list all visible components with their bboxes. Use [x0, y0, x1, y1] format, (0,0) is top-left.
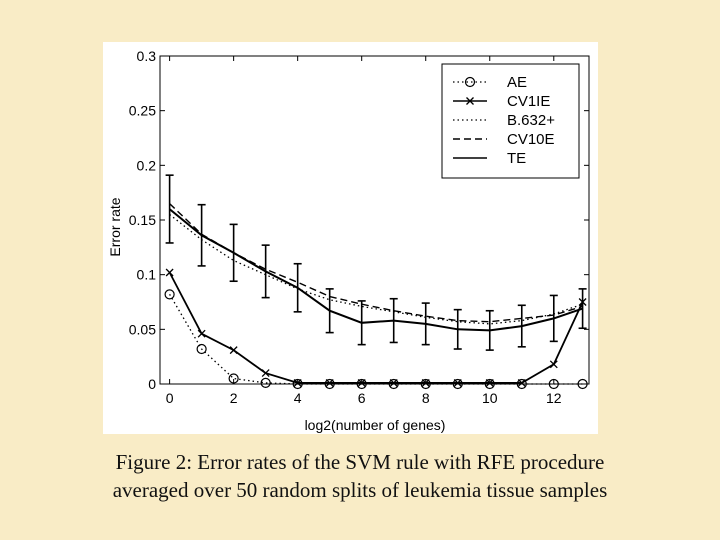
- series-ae-point: [548, 378, 559, 390]
- series-cv1ie-point-stroke: [453, 378, 462, 387]
- legend-box: [441, 63, 580, 179]
- y-tick-label: 0.05: [129, 321, 156, 337]
- series-cv1ie-point: [549, 360, 558, 369]
- series-te-error-bar: [485, 309, 494, 351]
- series-cv1ie-point-stroke: [421, 378, 430, 387]
- series-cv1ie-point-stroke: [517, 378, 526, 387]
- series-cv1ie-point: [293, 378, 302, 387]
- series-cv1ie-point-stroke: [197, 329, 206, 338]
- legend-cv1ie-label: CV1IE: [507, 93, 550, 110]
- legend-cv10e-label: CV10E: [507, 131, 555, 148]
- series-ae-point: [388, 378, 399, 390]
- series-te-error-bar: [517, 304, 526, 348]
- series-te-error-bar: [453, 308, 462, 350]
- caption-line-2: averaged over 50 random splits of leukem…: [112, 478, 608, 502]
- y-tick-label: 0.3: [137, 48, 157, 64]
- legend: AE CV1IE B.632+ CV10E TE: [441, 63, 580, 179]
- series-layer: [164, 174, 588, 390]
- series-cv1ie-point-stroke: [357, 378, 366, 387]
- series-cv1ie-line: [168, 272, 584, 384]
- series-ae-point: [516, 378, 527, 390]
- x-tick-label: 2: [230, 390, 238, 406]
- figure-caption: Figure 2: Error rates of the SVM rule wi…: [40, 448, 680, 504]
- error-rate-chart: 0 2 4 6 8 10 12 0 0.05 0.1 0.15 0.2 0.25 0.3 log2(num…: [107, 48, 590, 433]
- series-ae-point: [196, 343, 207, 355]
- series-te-error-bar: [261, 244, 270, 299]
- series-ae-point: [356, 378, 367, 390]
- series-ae-point: [452, 378, 463, 390]
- caption-line-1: Figure 2: Error rates of the SVM rule wi…: [115, 450, 605, 474]
- series-cv1ie-point: [389, 378, 398, 387]
- series-te-error-bar: [293, 262, 302, 313]
- series-cv1ie-point: [453, 378, 462, 387]
- series-cv1ie-point-stroke: [485, 378, 494, 387]
- x-tick-label: 12: [546, 390, 562, 406]
- legend-cv1ie-point-stroke: [466, 97, 474, 105]
- series-cv1ie-point: [325, 378, 334, 387]
- series-ae-point: [228, 373, 239, 384]
- legend-ae-point: [464, 76, 476, 88]
- x-tick-label: 6: [358, 390, 366, 406]
- series-te-error-bar: [389, 297, 398, 344]
- series-cv1ie-point-stroke: [325, 378, 334, 387]
- axis-ticks: 0 2 4 6 8 10 12 0 0.05 0.1 0.15 0.2 0.25 0.3: [129, 48, 589, 406]
- x-axis-label: log2(number of genes): [305, 417, 446, 433]
- series-te-error-bar: [325, 288, 334, 334]
- series-te-error-bar: [549, 294, 558, 343]
- series-cv1ie-point-stroke: [389, 378, 398, 387]
- series-cv1ie-point: [261, 369, 270, 378]
- series-cv1ie-point-stroke: [165, 268, 174, 277]
- series-te-error-bar: [578, 288, 587, 330]
- series-ae-point: [420, 378, 431, 390]
- y-tick-label: 0.15: [129, 212, 156, 228]
- x-tick-label: 8: [422, 390, 430, 406]
- series-ae-point: [164, 289, 175, 300]
- series-ae-point: [577, 378, 588, 390]
- x-tick-label: 10: [482, 390, 498, 406]
- y-axis-label: Error rate: [107, 197, 123, 256]
- series-te-error-bar: [229, 223, 238, 283]
- figure-panel: 0 2 4 6 8 10 12 0 0.05 0.1 0.15 0.2 0.25 0.3 log2(num…: [103, 42, 598, 434]
- series-cv1ie-point: [517, 378, 526, 387]
- series-ae-point: [260, 377, 271, 389]
- series-cv1ie-point: [357, 378, 366, 387]
- series-cv1ie-point: [165, 268, 174, 277]
- y-tick-label: 0.2: [137, 157, 157, 173]
- x-tick-label: 0: [166, 390, 174, 406]
- legend-ae-label: AE: [507, 74, 527, 91]
- series-te-error-bar: [357, 300, 366, 346]
- series-te-error-bar: [421, 302, 430, 346]
- legend-cv1ie-point: [466, 97, 474, 105]
- series-cv10e-line: [169, 203, 583, 323]
- series-cv1ie-point-stroke: [293, 378, 302, 387]
- series-cv1ie-point: [485, 378, 494, 387]
- series-cv1ie-point-stroke: [549, 360, 558, 369]
- series-cv1ie-point: [421, 378, 430, 387]
- series-te-line: [168, 208, 583, 332]
- y-tick-label: 0.1: [137, 267, 157, 283]
- legend-b-632--label: B.632+: [507, 112, 555, 129]
- y-tick-label: 0: [148, 376, 156, 392]
- series-te-error-bar: [165, 174, 174, 244]
- series-ae-point: [324, 378, 335, 390]
- series-cv1ie-point: [197, 329, 206, 338]
- series-cv1ie-point-stroke: [229, 346, 238, 355]
- series-cv1ie-point-stroke: [261, 369, 270, 378]
- series-ae-point: [484, 378, 495, 390]
- series-te-error-bar: [197, 203, 206, 267]
- y-tick-label: 0.25: [129, 103, 156, 119]
- x-tick-label: 4: [294, 390, 302, 406]
- legend-te-label: TE: [507, 150, 526, 167]
- series-ae-point: [292, 378, 303, 390]
- series-cv1ie-point: [229, 346, 238, 355]
